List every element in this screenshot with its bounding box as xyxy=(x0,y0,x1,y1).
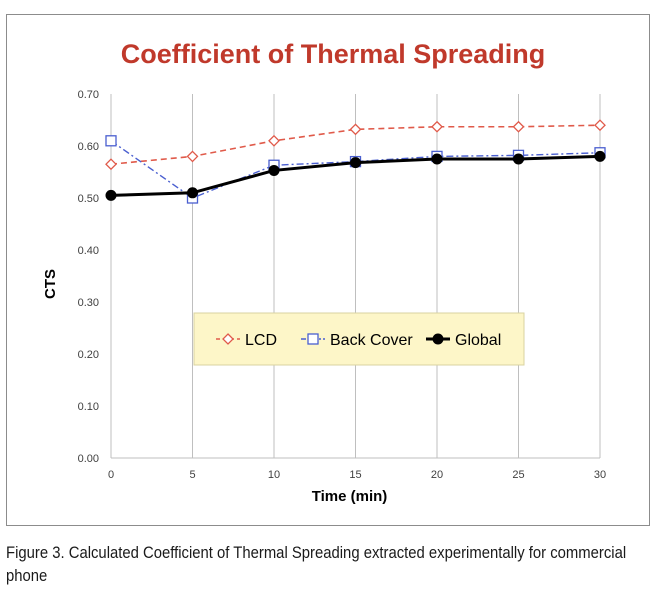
y-tick-label: 0.10 xyxy=(78,401,99,413)
legend-marker xyxy=(432,333,444,345)
legend-marker xyxy=(222,333,234,345)
y-tick-label: 0.50 xyxy=(78,193,99,205)
legend-label: Global xyxy=(455,332,501,349)
legend-label: LCD xyxy=(245,332,277,349)
data-point xyxy=(594,150,606,162)
x-tick-label: 30 xyxy=(594,469,606,481)
data-point xyxy=(186,150,199,163)
x-tick-label: 25 xyxy=(512,469,524,481)
y-tick-label: 0.00 xyxy=(78,453,99,465)
x-axis-label: Time (min) xyxy=(312,488,388,505)
x-tick-label: 10 xyxy=(268,469,280,481)
figure-caption: Figure 3. Calculated Coefficient of Ther… xyxy=(6,544,627,585)
series-layer xyxy=(105,119,606,204)
data-point xyxy=(513,153,524,165)
x-tick-labels: 0 5 10 15 20 25 30 xyxy=(108,469,606,481)
data-point xyxy=(594,119,606,132)
y-tick-label: 0.40 xyxy=(78,245,99,257)
x-tick-label: 5 xyxy=(189,469,195,481)
axes xyxy=(110,94,600,459)
x-tick-label: 15 xyxy=(349,469,361,481)
y-tick-label: 0.70 xyxy=(78,89,99,101)
legend-box xyxy=(193,312,525,366)
data-point xyxy=(105,158,117,171)
x-tick-label: 20 xyxy=(431,469,443,481)
y-tick-label: 0.30 xyxy=(78,297,99,309)
data-point xyxy=(268,134,280,147)
chart-title: Coefficient of Thermal Spreading xyxy=(121,39,546,69)
legend-marker xyxy=(307,333,319,345)
data-point xyxy=(105,135,117,147)
y-axis-label: CTS xyxy=(42,269,59,299)
y-tick-label: 0.60 xyxy=(78,141,99,153)
data-point xyxy=(350,157,361,169)
data-point xyxy=(105,189,117,201)
data-point xyxy=(187,187,198,199)
data-point xyxy=(431,120,443,133)
grid xyxy=(192,94,601,458)
series-global xyxy=(105,150,606,201)
legend: LCD Back Cover Global xyxy=(193,312,525,366)
series-lcd xyxy=(105,119,606,171)
data-point xyxy=(431,153,443,165)
y-tick-labels: 0.00 0.10 0.20 0.30 0.40 0.50 0.60 0.70 xyxy=(78,89,99,465)
data-point xyxy=(512,120,525,133)
data-point xyxy=(268,164,280,176)
chart-frame: Coefficient of Thermal Spreading 0.00 0.1… xyxy=(6,14,650,526)
data-point xyxy=(349,123,362,136)
legend-label: Back Cover xyxy=(330,332,413,349)
chart-svg: Coefficient of Thermal Spreading 0.00 0.1… xyxy=(42,39,606,505)
x-tick-label: 0 xyxy=(108,469,114,481)
y-tick-label: 0.20 xyxy=(78,349,99,361)
